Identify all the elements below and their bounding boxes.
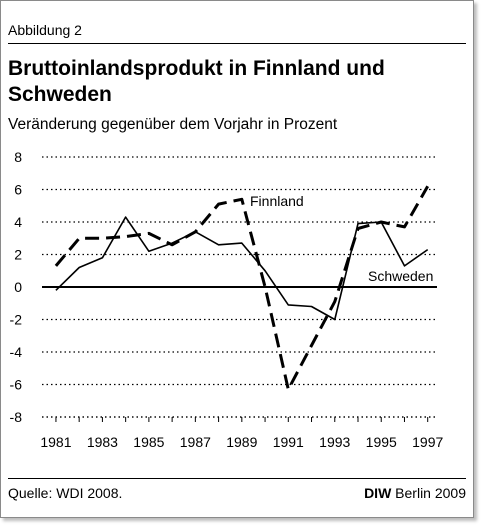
credit-text: Berlin 2009 xyxy=(391,485,466,501)
series-line-schweden xyxy=(55,216,429,321)
series-line-finnland xyxy=(54,185,430,391)
credit-note: DIW Berlin 2009 xyxy=(364,485,466,501)
x-tick-label: 1989 xyxy=(226,434,257,450)
x-tick-label: 1995 xyxy=(366,434,397,450)
y-tick-label: -4 xyxy=(10,344,23,360)
y-tick-label: 2 xyxy=(14,247,22,263)
y-tick-label: -8 xyxy=(10,409,23,425)
bottom-divider xyxy=(8,478,466,479)
x-tick-label: 1997 xyxy=(412,434,443,450)
figure-frame xyxy=(0,0,474,518)
x-tick-label: 1981 xyxy=(40,434,71,450)
top-divider xyxy=(8,43,466,44)
series-label-finnland: Finnland xyxy=(250,193,304,209)
x-tick-label: 1983 xyxy=(87,434,118,450)
y-tick-label: -2 xyxy=(10,312,23,328)
y-tick-label: 6 xyxy=(14,182,22,198)
y-tick-label: 4 xyxy=(14,214,22,230)
x-tick-label: 1987 xyxy=(180,434,211,450)
x-tick-label: 1985 xyxy=(133,434,164,450)
y-tick-label: 0 xyxy=(14,279,22,295)
x-tick-label: 1993 xyxy=(319,434,350,450)
y-tick-label: 8 xyxy=(14,149,22,165)
figure-label: Abbildung 2 xyxy=(8,22,82,38)
series-label-schweden: Schweden xyxy=(368,268,433,284)
source-note: Quelle: WDI 2008. xyxy=(8,485,123,501)
credit-brand: DIW xyxy=(364,485,392,501)
y-tick-label: -6 xyxy=(10,377,23,393)
chart-subtitle: Veränderung gegenüber dem Vorjahr in Pro… xyxy=(8,116,338,133)
chart-title: Bruttoinlandsprodukt in Finnland und Sch… xyxy=(8,57,385,106)
x-tick-label: 1991 xyxy=(273,434,304,450)
